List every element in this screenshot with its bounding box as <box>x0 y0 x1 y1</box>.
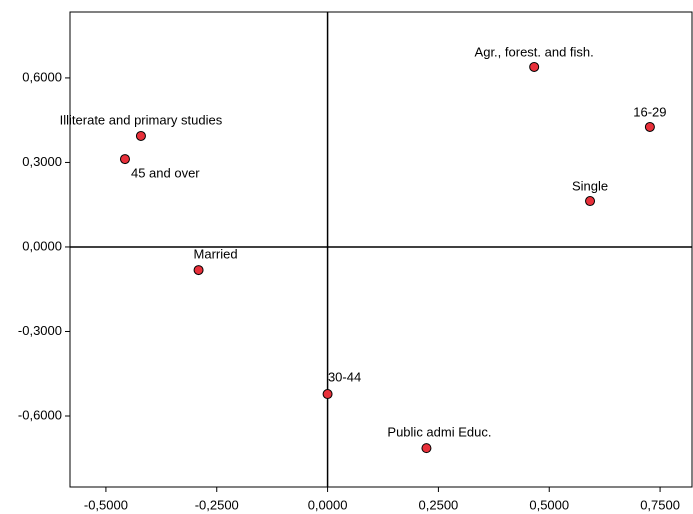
x-tick-label: 0,5000 <box>529 497 569 512</box>
y-tick-label: 0,6000 <box>22 69 62 84</box>
point-label: 30-44 <box>328 369 361 384</box>
point <box>135 130 146 141</box>
point-label: Agr., forest. and fish. <box>475 44 594 59</box>
y-tick-label: 0,3000 <box>22 154 62 169</box>
point <box>585 196 596 207</box>
point <box>119 154 130 165</box>
x-tick-label: -0,2500 <box>195 497 239 512</box>
plot-frame <box>69 11 693 488</box>
point-label: 16-29 <box>633 104 666 119</box>
y-tick-label: -0,6000 <box>18 407 62 422</box>
point <box>193 265 204 276</box>
point <box>322 389 333 400</box>
x-tick-label: 0,0000 <box>308 497 348 512</box>
point <box>644 121 655 132</box>
point-label: Public admi Educ. <box>387 425 491 440</box>
x-tick-label: 0,7500 <box>640 497 680 512</box>
x-tick-label: -0,5000 <box>84 497 128 512</box>
y-tick-label: -0,3000 <box>18 323 62 338</box>
point-label: Married <box>194 247 238 262</box>
y-tick-label: 0,0000 <box>22 238 62 253</box>
point-label: Illiterate and primary studies <box>60 112 223 127</box>
point-label: 45 and over <box>131 166 200 181</box>
point <box>529 61 540 72</box>
x-tick-label: 0,2500 <box>419 497 459 512</box>
point-label: Single <box>572 178 608 193</box>
point <box>421 443 432 454</box>
